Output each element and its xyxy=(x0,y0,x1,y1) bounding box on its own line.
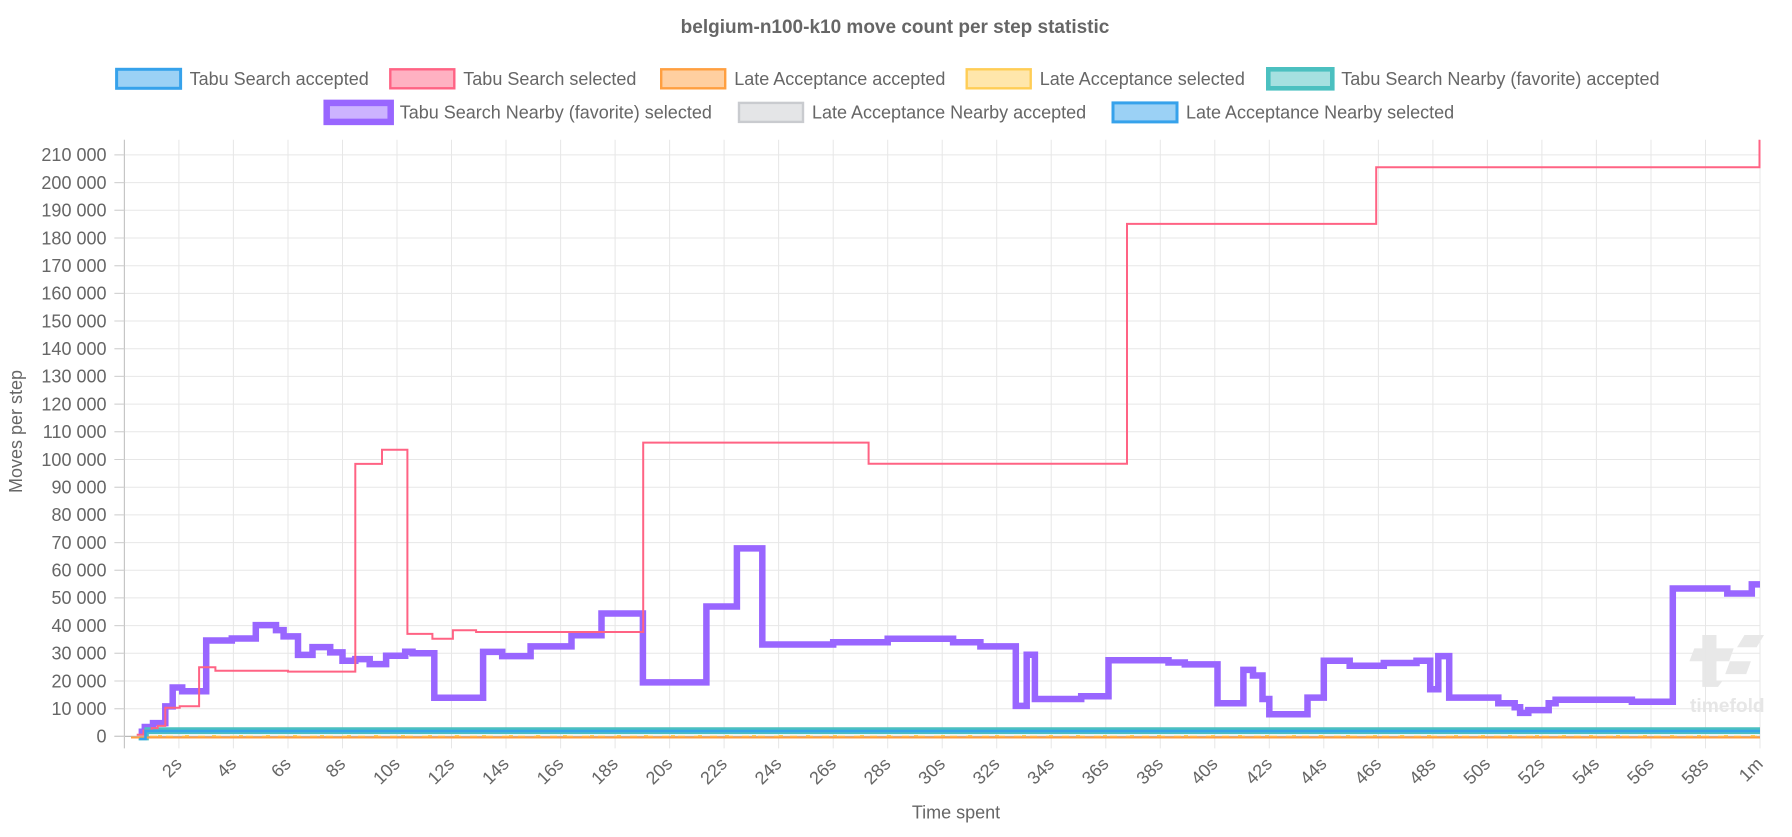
svg-text:belgium-n100-k10 move count pe: belgium-n100-k10 move count per step sta… xyxy=(681,17,1110,38)
svg-text:90 000: 90 000 xyxy=(51,478,106,498)
svg-text:0: 0 xyxy=(96,727,106,747)
svg-text:Time spent: Time spent xyxy=(912,803,1000,823)
svg-text:160 000: 160 000 xyxy=(41,284,106,304)
svg-text:10 000: 10 000 xyxy=(51,699,106,719)
svg-text:Tabu Search Nearby (favorite): Tabu Search Nearby (favorite) accepted xyxy=(1341,69,1659,89)
svg-text:210 000: 210 000 xyxy=(41,145,106,165)
svg-text:Tabu Search accepted: Tabu Search accepted xyxy=(190,69,369,89)
svg-text:40 000: 40 000 xyxy=(51,616,106,636)
svg-text:140 000: 140 000 xyxy=(41,339,106,359)
svg-text:60 000: 60 000 xyxy=(51,561,106,581)
svg-text:Tabu Search Nearby (favorite): Tabu Search Nearby (favorite) selected xyxy=(400,103,712,123)
svg-text:Late Acceptance Nearby accepte: Late Acceptance Nearby accepted xyxy=(812,103,1086,123)
svg-text:180 000: 180 000 xyxy=(41,228,106,248)
svg-text:120 000: 120 000 xyxy=(41,394,106,414)
svg-text:Tabu Search selected: Tabu Search selected xyxy=(463,69,636,89)
svg-text:70 000: 70 000 xyxy=(51,533,106,553)
svg-text:100 000: 100 000 xyxy=(41,450,106,470)
svg-text:130 000: 130 000 xyxy=(41,367,106,387)
svg-text:80 000: 80 000 xyxy=(51,505,106,525)
svg-text:timefold: timefold xyxy=(1690,696,1765,717)
svg-text:50 000: 50 000 xyxy=(51,588,106,608)
svg-text:30 000: 30 000 xyxy=(51,644,106,664)
svg-text:20 000: 20 000 xyxy=(51,671,106,691)
svg-text:Moves per step: Moves per step xyxy=(6,370,26,493)
svg-text:110 000: 110 000 xyxy=(43,422,107,442)
svg-text:Late Acceptance accepted: Late Acceptance accepted xyxy=(734,69,945,89)
svg-text:190 000: 190 000 xyxy=(41,201,106,221)
svg-text:200 000: 200 000 xyxy=(41,173,106,193)
svg-text:Late Acceptance Nearby selecte: Late Acceptance Nearby selected xyxy=(1186,103,1454,123)
svg-text:170 000: 170 000 xyxy=(41,256,106,276)
svg-text:Late Acceptance selected: Late Acceptance selected xyxy=(1040,69,1245,89)
svg-text:150 000: 150 000 xyxy=(41,311,106,331)
